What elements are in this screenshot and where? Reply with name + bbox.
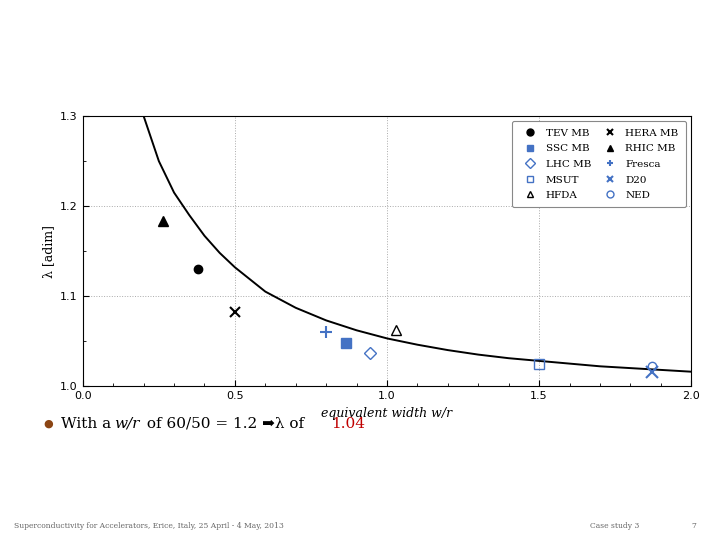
Legend: TEV MB, SSC MB, LHC MB, MSUT, HFDA, HERA MB, RHIC MB, Fresca, D20, NED: TEV MB, SSC MB, LHC MB, MSUT, HFDA, HERA… — [513, 122, 686, 207]
Text: of 60/50 = 1.2 ➡λ of: of 60/50 = 1.2 ➡λ of — [142, 417, 309, 431]
Y-axis label: λ [adim]: λ [adim] — [42, 225, 55, 278]
Text: w/r: w/r — [114, 417, 139, 431]
X-axis label: equivalent width w/r: equivalent width w/r — [321, 407, 453, 420]
Text: Maximum gradient and coil size: Maximum gradient and coil size — [201, 68, 519, 86]
Text: Case study 3 solution: Case study 3 solution — [254, 28, 466, 46]
Text: With a: With a — [61, 417, 116, 431]
Text: Superconductivity for Accelerators, Erice, Italy, 25 April - 4 May, 2013: Superconductivity for Accelerators, Eric… — [14, 523, 284, 530]
Text: 1.04: 1.04 — [331, 417, 365, 431]
Text: 7: 7 — [691, 523, 696, 530]
Text: Case study 3: Case study 3 — [590, 523, 640, 530]
Text: ●: ● — [43, 419, 53, 429]
